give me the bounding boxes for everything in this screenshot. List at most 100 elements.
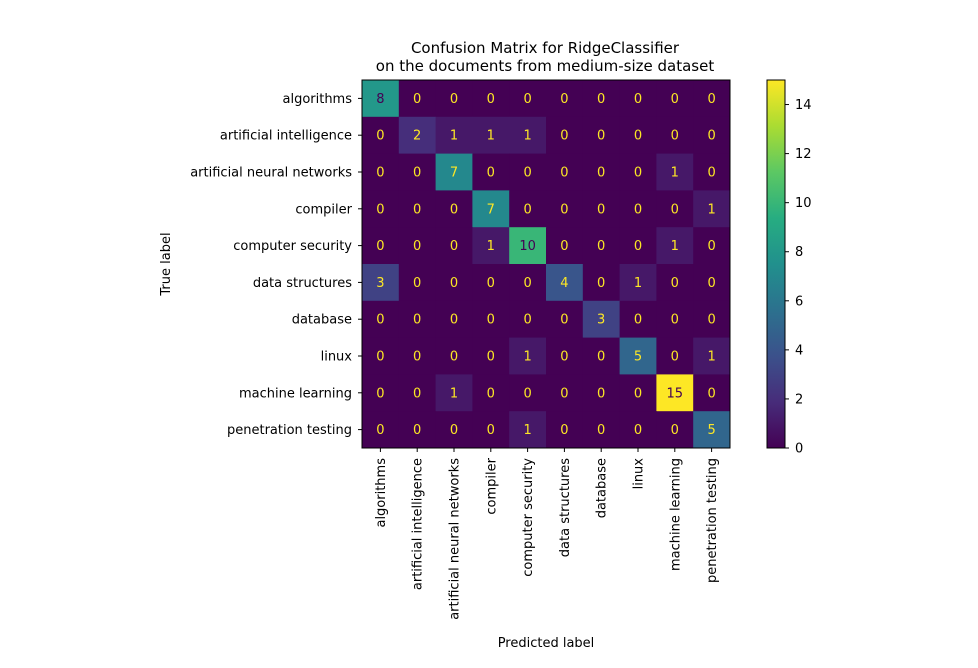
heatmap-cell xyxy=(546,153,584,191)
heatmap-cell xyxy=(546,80,584,118)
y-tick-label: computer security xyxy=(233,239,352,254)
cell-value-labels: 8 0 0 0 0 0 0 0 0 00 2 1 1 1 0 0 0 0 00 0 7 0 0 0 0 0 1 00 0 0 7 0 0 0 0 0 1… xyxy=(376,92,715,438)
heatmap-cell xyxy=(656,190,694,228)
cell-value-label: 0 xyxy=(376,202,384,217)
heatmap-cell xyxy=(398,80,437,118)
chart-title-line-1: Confusion Matrix for RidgeClassifier xyxy=(411,39,680,57)
heatmap-cell xyxy=(398,337,437,375)
heatmap-cell xyxy=(362,337,400,375)
cell-value-label: 0 xyxy=(560,202,568,217)
heatmap-cell xyxy=(619,411,657,449)
cell-value-label: 0 xyxy=(376,386,384,401)
cell-value-label: 0 xyxy=(634,239,642,254)
y-tick-label: compiler xyxy=(295,202,352,217)
heatmap-cell xyxy=(582,374,621,412)
cell-value-label: 1 xyxy=(523,423,531,438)
cell-value-label: 0 xyxy=(523,276,531,291)
heatmap-cell xyxy=(435,374,473,412)
cell-value-label: 0 xyxy=(671,276,679,291)
cell-value-label: 5 xyxy=(634,350,642,365)
cell-value-label: 1 xyxy=(487,239,495,254)
cell-value-label: 0 xyxy=(450,239,458,254)
heatmap-cell xyxy=(693,153,731,191)
cell-value-label: 0 xyxy=(671,129,679,144)
heatmap-cell xyxy=(472,374,510,412)
heatmap-cell xyxy=(435,227,473,265)
heatmap-cell xyxy=(509,153,547,191)
heatmap-cell xyxy=(472,411,510,449)
cell-value-label: 0 xyxy=(413,202,421,217)
colorbar-ticks: 0 2 4 6 8 10 12 14 xyxy=(785,98,812,457)
heatmap-cell xyxy=(362,227,400,265)
y-tick-label: artificial intelligence xyxy=(220,129,352,144)
cell-value-label: 0 xyxy=(376,350,384,365)
y-tick-label: database xyxy=(292,313,352,328)
colorbar-tick-label: 0 xyxy=(795,442,803,457)
heatmap-cell xyxy=(582,153,621,191)
y-tick-label: data structures xyxy=(253,276,352,291)
y-tick-label: artificial neural networks xyxy=(190,166,352,181)
cell-value-label: 0 xyxy=(707,313,715,328)
cell-value-label: 0 xyxy=(450,423,458,438)
x-axis: algorithms artificial intelligence artific… xyxy=(374,448,720,620)
heatmap-cell xyxy=(693,80,731,118)
cell-value-label: 1 xyxy=(450,129,458,144)
colorbar-frame xyxy=(766,79,786,449)
heatmap-cell xyxy=(362,374,400,412)
heatmap-cell xyxy=(509,374,547,412)
heatmap-cell xyxy=(582,80,621,118)
heatmap-cell xyxy=(509,300,547,339)
x-tick-label: penetration testing xyxy=(705,458,720,583)
heatmap-cell xyxy=(472,227,510,265)
cell-value-label: 0 xyxy=(597,276,605,291)
cell-value-label: 0 xyxy=(634,202,642,217)
heatmap-cell xyxy=(582,300,621,339)
colorbar-tick-label: 8 xyxy=(795,245,803,260)
x-tick-label: database xyxy=(595,458,610,518)
heatmap-cell xyxy=(582,411,621,449)
heatmap-cell xyxy=(582,264,621,302)
chart-title-line-2: on the documents from medium-size datase… xyxy=(376,57,715,75)
heatmap-cell xyxy=(619,337,657,375)
cell-value-label: 0 xyxy=(487,313,495,328)
cell-value-label: 1 xyxy=(707,350,715,365)
cell-value-label: 0 xyxy=(413,313,421,328)
colorbar-tick-label: 6 xyxy=(795,294,803,309)
heatmap-cell xyxy=(619,116,657,155)
x-tick-label: artificial neural networks xyxy=(448,458,463,620)
cell-value-label: 0 xyxy=(560,166,568,181)
heatmap-cell xyxy=(546,264,584,302)
cell-value-label: 0 xyxy=(560,386,568,401)
heatmap-cell xyxy=(619,374,657,412)
heatmap-frame xyxy=(361,79,731,449)
cell-value-label: 0 xyxy=(560,313,568,328)
heatmap-cell xyxy=(398,264,437,302)
heatmap-cell xyxy=(693,300,731,339)
cell-value-label: 0 xyxy=(597,92,605,107)
cell-value-label: 0 xyxy=(671,202,679,217)
cell-value-label: 0 xyxy=(487,350,495,365)
heatmap-cell xyxy=(619,300,657,339)
cell-value-label: 0 xyxy=(597,386,605,401)
heatmap-cell xyxy=(546,227,584,265)
cell-value-label: 0 xyxy=(487,423,495,438)
cell-value-label: 0 xyxy=(707,129,715,144)
heatmap-cell xyxy=(656,264,694,302)
cell-value-label: 0 xyxy=(671,423,679,438)
cell-value-label: 0 xyxy=(376,129,384,144)
heatmap-cell xyxy=(509,80,547,118)
cell-value-label: 0 xyxy=(597,129,605,144)
heatmap-cell xyxy=(693,411,731,449)
cell-value-label: 0 xyxy=(560,423,568,438)
cell-value-label: 0 xyxy=(597,202,605,217)
cell-value-label: 1 xyxy=(707,202,715,217)
cell-value-label: 0 xyxy=(560,239,568,254)
cell-value-label: 0 xyxy=(450,92,458,107)
colorbar-tick-label: 14 xyxy=(795,98,812,113)
heatmap-cell xyxy=(582,190,621,228)
colorbar-gradient xyxy=(767,80,785,448)
heatmap-cell xyxy=(509,116,547,155)
heatmap-cell xyxy=(472,80,510,118)
cell-value-label: 7 xyxy=(450,166,458,181)
cell-value-label: 0 xyxy=(523,313,531,328)
